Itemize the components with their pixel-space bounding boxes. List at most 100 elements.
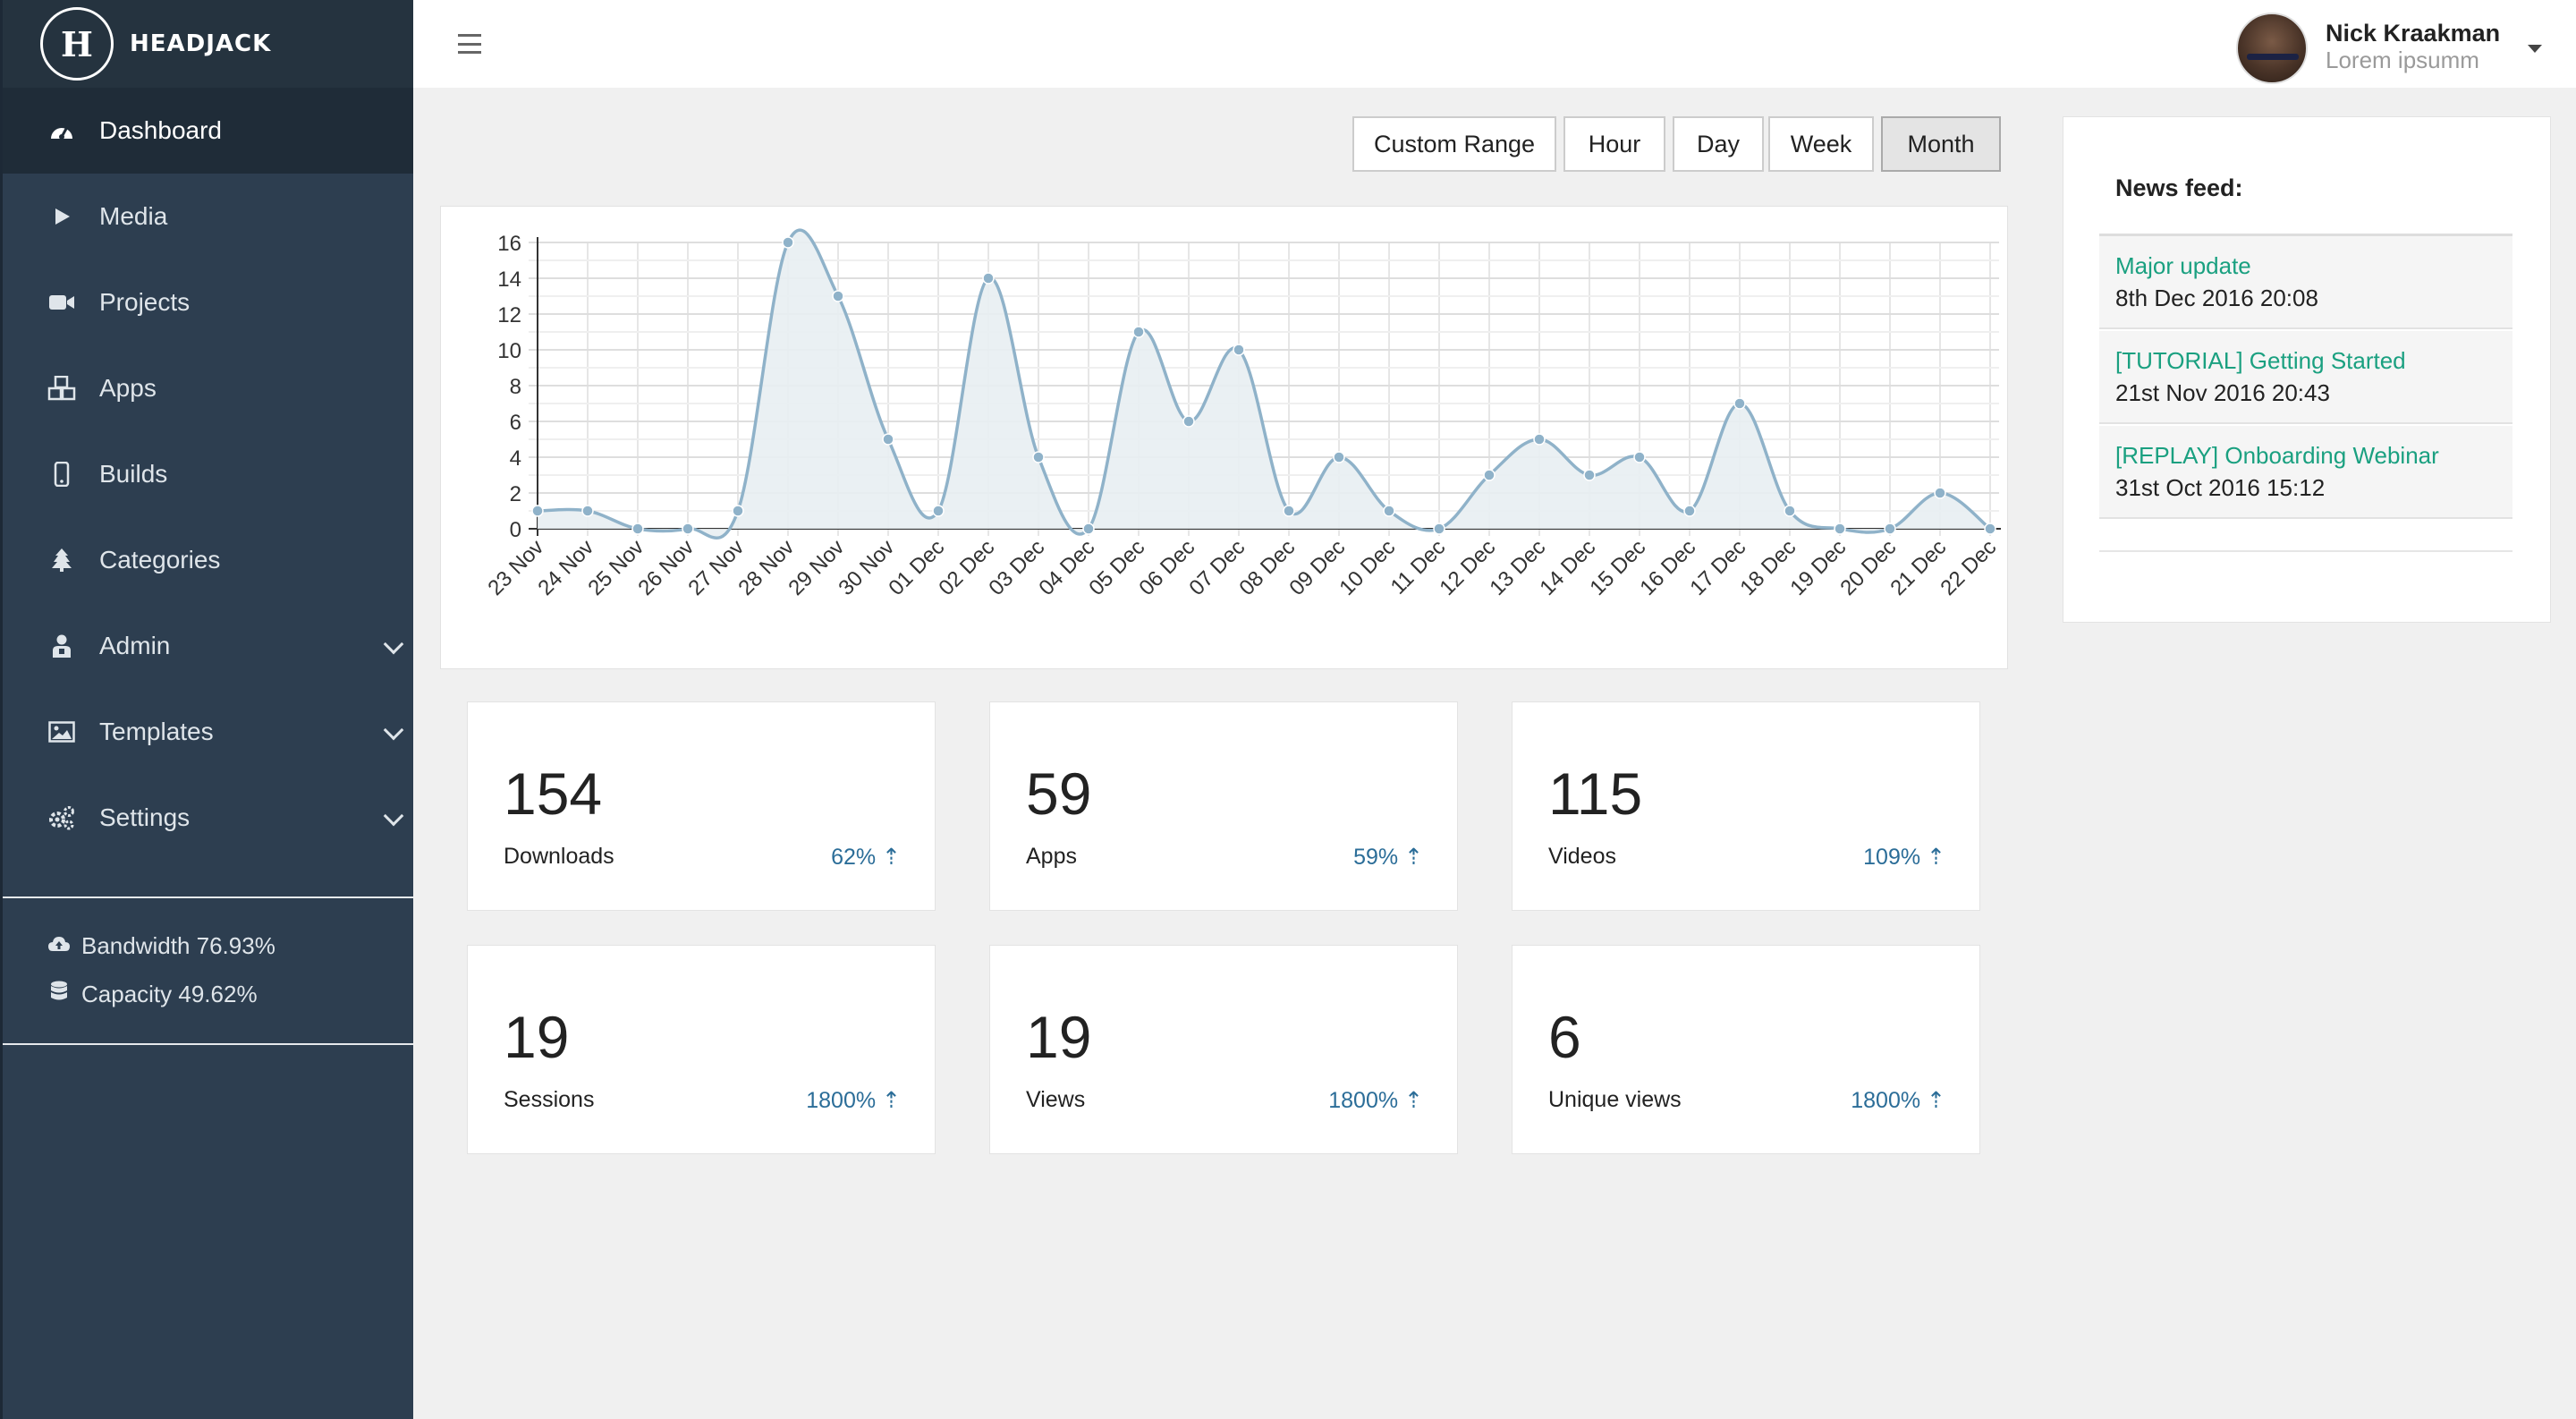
sidebar-item-admin[interactable]: Admin — [3, 603, 413, 689]
data-point-06-dec[interactable] — [1182, 415, 1195, 428]
stat-value: 59 — [1026, 760, 1092, 827]
data-point-17-dec[interactable] — [1733, 397, 1746, 410]
data-point-07-dec[interactable] — [1233, 344, 1245, 356]
series-area — [538, 230, 1990, 539]
data-point-09-dec[interactable] — [1333, 451, 1345, 463]
news-divider — [2099, 234, 2512, 236]
news-item-link[interactable]: [REPLAY] Onboarding Webinar — [2115, 442, 2439, 469]
range-hour-button[interactable]: Hour — [1563, 116, 1665, 172]
stat-label: Downloads — [504, 844, 614, 869]
data-point-16-dec[interactable] — [1683, 505, 1696, 517]
news-item: Major update 8th Dec 2016 20:08 — [2099, 236, 2512, 329]
chevron-down-icon[interactable] — [383, 633, 404, 655]
data-point-01-dec[interactable] — [932, 505, 945, 517]
data-point-23-nov[interactable] — [531, 505, 544, 517]
sidebar-item-label: Media — [99, 202, 168, 230]
data-point-21-dec[interactable] — [1934, 487, 1946, 499]
sidebar-item-categories[interactable]: Categories — [3, 517, 413, 603]
x-tick-label: 21 Dec — [1885, 535, 1951, 600]
user-name[interactable]: Nick Kraakman — [2326, 20, 2501, 47]
caret-down-icon[interactable] — [2528, 45, 2542, 53]
sidebar-item-settings[interactable]: Settings — [3, 775, 413, 861]
stat-card-views: 19 Views 1800% ⇡ — [989, 945, 1458, 1154]
x-tick-label: 09 Dec — [1284, 535, 1350, 600]
x-tick-label: 30 Nov — [834, 535, 899, 600]
bandwidth-usage: Bandwidth 76.93% — [47, 932, 275, 960]
data-point-18-dec[interactable] — [1784, 505, 1796, 517]
data-point-08-dec[interactable] — [1283, 505, 1295, 517]
range-custom-button[interactable]: Custom Range — [1352, 116, 1556, 172]
data-point-12-dec[interactable] — [1483, 469, 1496, 481]
range-month-button[interactable]: Month — [1881, 116, 2001, 172]
sidebar-item-builds[interactable]: Builds — [3, 431, 413, 517]
stat-change: 1800% ⇡ — [1851, 1088, 1945, 1113]
data-point-25-nov[interactable] — [631, 523, 644, 535]
sidebar: H HEADJACK Dashboard Media Projects Apps… — [0, 0, 413, 1419]
data-point-05-dec[interactable] — [1132, 326, 1145, 338]
mobile-icon — [47, 460, 76, 489]
chevron-down-icon[interactable] — [383, 719, 404, 741]
brand-name: HEADJACK — [130, 30, 272, 57]
data-point-15-dec[interactable] — [1633, 451, 1646, 463]
sidebar-item-apps[interactable]: Apps — [3, 345, 413, 431]
x-tick-label: 06 Dec — [1134, 535, 1199, 600]
x-tick-label: 24 Nov — [533, 535, 598, 600]
y-tick-label: 4 — [510, 446, 521, 471]
sidebar-item-projects[interactable]: Projects — [3, 259, 413, 345]
stat-label: Unique views — [1548, 1087, 1682, 1112]
x-tick-label: 20 Dec — [1835, 535, 1901, 600]
stat-value: 115 — [1548, 760, 1643, 827]
data-point-13-dec[interactable] — [1533, 433, 1546, 446]
news-divider — [2099, 550, 2512, 552]
sidebar-item-label: Settings — [99, 803, 191, 831]
stat-change: 62% ⇡ — [831, 845, 901, 870]
data-point-02-dec[interactable] — [982, 272, 995, 285]
sidebar-item-label: Dashboard — [99, 116, 222, 144]
data-point-14-dec[interactable] — [1583, 469, 1596, 481]
sidebar-item-dashboard[interactable]: Dashboard — [3, 88, 413, 174]
news-item-link[interactable]: [TUTORIAL] Getting Started — [2115, 347, 2406, 374]
bandwidth-label: Bandwidth 76.93% — [81, 932, 275, 959]
x-tick-label: 22 Dec — [1936, 535, 2001, 600]
sidebar-item-label: Categories — [99, 546, 221, 574]
range-week-button[interactable]: Week — [1768, 116, 1874, 172]
menu-toggle-icon[interactable] — [458, 34, 481, 54]
chevron-down-icon[interactable] — [383, 805, 404, 827]
image-icon — [47, 718, 76, 746]
data-point-04-dec[interactable] — [1082, 523, 1095, 535]
data-point-03-dec[interactable] — [1032, 451, 1045, 463]
x-tick-label: 03 Dec — [984, 535, 1049, 600]
data-point-10-dec[interactable] — [1383, 505, 1395, 517]
dashboard-icon — [47, 116, 76, 145]
news-item-link[interactable]: Major update — [2115, 252, 2251, 279]
stat-label: Sessions — [504, 1087, 595, 1112]
x-tick-label: 29 Nov — [784, 535, 849, 600]
range-day-button[interactable]: Day — [1673, 116, 1764, 172]
y-tick-label: 0 — [510, 518, 521, 542]
sidebar-item-media[interactable]: Media — [3, 174, 413, 259]
data-point-20-dec[interactable] — [1884, 523, 1896, 535]
sidebar-item-templates[interactable]: Templates — [3, 689, 413, 775]
y-tick-label: 10 — [497, 339, 521, 363]
x-tick-label: 28 Nov — [733, 535, 799, 600]
data-point-30-nov[interactable] — [882, 433, 894, 446]
news-item-date: 21st Nov 2016 20:43 — [2115, 379, 2330, 406]
brand[interactable]: H HEADJACK — [3, 0, 413, 88]
data-point-28-nov[interactable] — [782, 236, 794, 249]
x-tick-label: 04 Dec — [1034, 535, 1099, 600]
data-point-11-dec[interactable] — [1433, 523, 1445, 535]
x-tick-label: 14 Dec — [1535, 535, 1600, 600]
sidebar-item-label: Apps — [99, 374, 157, 402]
data-point-29-nov[interactable] — [832, 290, 844, 302]
data-point-24-nov[interactable] — [581, 505, 594, 517]
data-point-26-nov[interactable] — [682, 523, 694, 535]
y-tick-label: 12 — [497, 303, 521, 327]
stat-label: Views — [1026, 1087, 1086, 1112]
data-point-27-nov[interactable] — [732, 505, 744, 517]
topbar: Nick Kraakman Lorem ipsumm — [413, 0, 2576, 88]
data-point-22-dec[interactable] — [1984, 523, 1996, 535]
avatar[interactable] — [2236, 13, 2308, 84]
data-point-19-dec[interactable] — [1834, 523, 1846, 535]
stat-change: 1800% ⇡ — [1328, 1088, 1423, 1113]
x-tick-label: 23 Nov — [483, 535, 548, 600]
